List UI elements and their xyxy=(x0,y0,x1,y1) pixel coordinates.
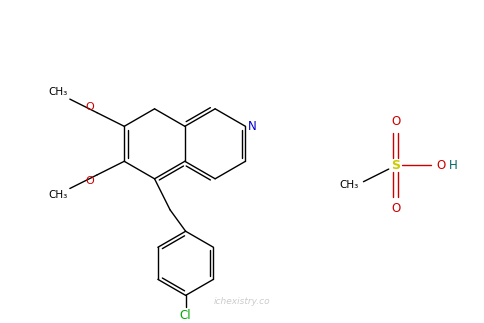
Text: O: O xyxy=(85,176,94,186)
Text: Cl: Cl xyxy=(180,309,192,322)
Text: N: N xyxy=(248,120,257,133)
Text: O: O xyxy=(391,115,400,128)
Text: H: H xyxy=(449,159,458,172)
Text: ichexistry.co: ichexistry.co xyxy=(214,297,270,306)
Text: O: O xyxy=(85,102,94,112)
Text: O: O xyxy=(437,159,446,172)
Text: O: O xyxy=(391,202,400,215)
Text: S: S xyxy=(391,159,400,172)
Text: CH₃: CH₃ xyxy=(49,87,68,97)
Text: CH₃: CH₃ xyxy=(49,191,68,201)
Text: CH₃: CH₃ xyxy=(339,180,359,190)
